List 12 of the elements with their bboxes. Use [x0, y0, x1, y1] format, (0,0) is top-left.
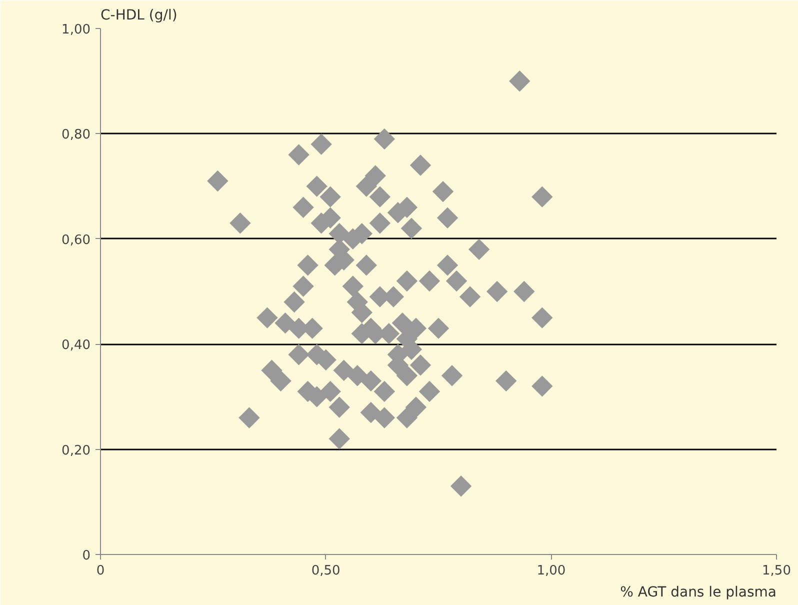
y-tick-label: 0,60 [62, 232, 91, 248]
y-tick-label: 1,00 [62, 22, 91, 38]
y-tick-label: 0,20 [62, 443, 91, 458]
x-tick-label: 0,50 [311, 564, 340, 578]
x-tick-label: 1,50 [762, 564, 791, 578]
x-tick-label: 0 [96, 564, 105, 578]
y-tick-label: 0 [82, 548, 91, 564]
y-axis-title: C-HDL (g/l) [100, 8, 178, 24]
x-axis-title: % AGT dans le plasma [620, 584, 777, 600]
y-tick-label: 0,80 [62, 128, 91, 143]
y-tick-label: 0,40 [62, 338, 91, 354]
x-tick-label: 1,00 [536, 564, 566, 578]
